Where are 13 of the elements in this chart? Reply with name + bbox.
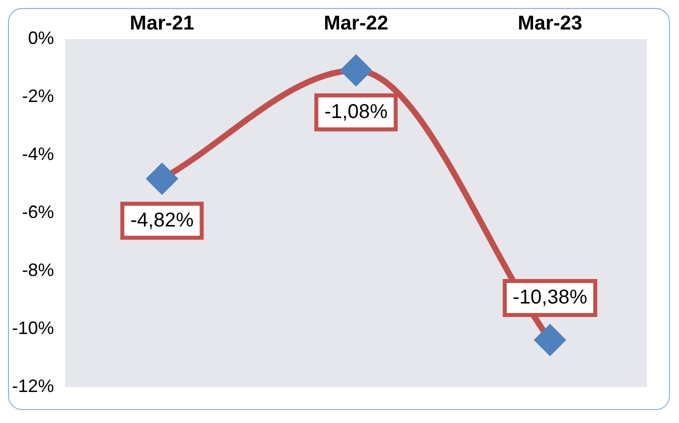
y-tick-label: -8% — [22, 260, 54, 280]
y-tick-label: -6% — [22, 202, 54, 222]
data-label: -1,08% — [324, 100, 388, 123]
y-tick-label: -10% — [12, 318, 54, 338]
y-tick-label: -4% — [22, 144, 54, 164]
y-tick-label: 0% — [28, 28, 54, 48]
x-tick-label: Mar-21 — [130, 12, 194, 35]
data-label: -4,82% — [130, 209, 194, 232]
data-label: -10,38% — [512, 286, 588, 309]
x-tick-label: Mar-22 — [324, 12, 388, 35]
y-tick-label: -12% — [12, 376, 54, 396]
y-tick-label: -2% — [22, 86, 54, 106]
x-tick-label: Mar-23 — [518, 12, 582, 35]
